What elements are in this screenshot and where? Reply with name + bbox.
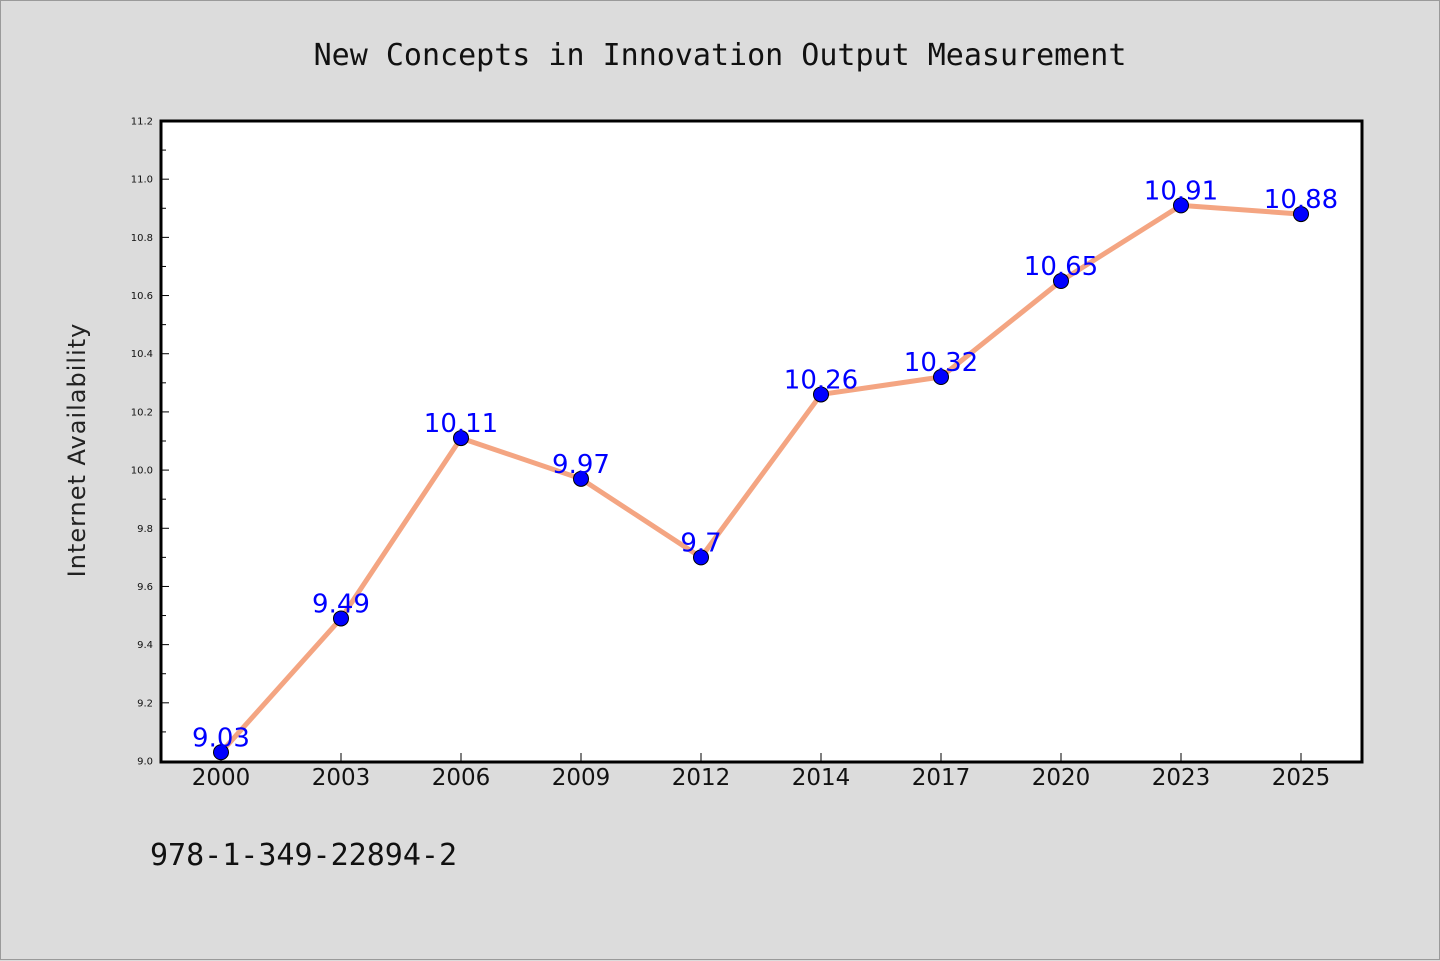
- data-point: [933, 369, 949, 385]
- x-tick-label: 2020: [1032, 765, 1091, 791]
- data-label: 9.03: [192, 723, 250, 753]
- data-point: [453, 430, 469, 447]
- y-tick-label: 9.4: [137, 640, 153, 651]
- data-point: [1173, 197, 1189, 214]
- y-tick-label: 11.0: [131, 175, 153, 186]
- y-tick-label: 10.0: [131, 466, 153, 477]
- series-layer: [213, 197, 1309, 761]
- data-point: [333, 610, 349, 627]
- y-axis-label: Internet Availability: [63, 323, 91, 578]
- data-label: 10.11: [424, 409, 498, 439]
- data-label: 10.91: [1144, 176, 1218, 206]
- y-tick-label: 9.0: [137, 757, 153, 768]
- chart-title: New Concepts in Innovation Output Measur…: [314, 38, 1127, 73]
- y-tick-label: 11.2: [131, 117, 153, 128]
- data-point: [573, 470, 589, 487]
- x-tick-label: 2017: [912, 765, 971, 791]
- y-tick-label: 9.2: [137, 698, 153, 709]
- data-point: [1293, 206, 1309, 223]
- x-tick-label: 2025: [1272, 765, 1331, 791]
- data-label: 10.88: [1264, 185, 1338, 215]
- data-label: 10.26: [784, 365, 858, 395]
- data-label: 9.49: [312, 589, 370, 619]
- x-axis: 2000 2003 2006 2009 2012 2014 2017 2020 2023 2025: [192, 753, 1331, 791]
- x-tick-label: 2003: [312, 765, 371, 791]
- data-label-layer: 9.03 9.49 10.11 9.97 9.7 10.26 10.32 10.65 10.91…: [192, 176, 1338, 753]
- plot-area: [159, 119, 1364, 764]
- x-tick-label: 2009: [552, 765, 611, 791]
- data-point: [693, 549, 709, 566]
- x-tick-label: 2006: [432, 765, 491, 791]
- data-point: [213, 744, 229, 761]
- x-tick-label: 2023: [1152, 765, 1211, 791]
- y-tick-label: 10.6: [131, 291, 153, 302]
- x-tick-label: 2000: [192, 765, 251, 791]
- y-axis: 9.0 9.2 9.4 9.6 9.8 10.0 10.2 10.4 10.6 10.8 11.0 1…: [131, 117, 169, 768]
- y-tick-label: 9.8: [137, 524, 153, 535]
- x-tick-label: 2012: [672, 765, 731, 791]
- data-point: [1053, 273, 1069, 289]
- y-tick-label: 10.8: [131, 233, 153, 244]
- isbn-text: 978-1-349-22894-2: [150, 838, 457, 873]
- data-label: 10.32: [904, 348, 978, 378]
- data-label: 9.97: [552, 450, 610, 480]
- data-label: 10.65: [1024, 252, 1098, 282]
- data-point: [813, 386, 829, 403]
- series-line: [218, 202, 1304, 755]
- x-tick-label: 2014: [792, 765, 851, 791]
- data-label: 9.7: [680, 528, 721, 558]
- y-tick-label: 9.6: [137, 582, 153, 593]
- y-tick-label: 10.2: [131, 407, 153, 418]
- y-tick-label: 10.4: [131, 349, 153, 360]
